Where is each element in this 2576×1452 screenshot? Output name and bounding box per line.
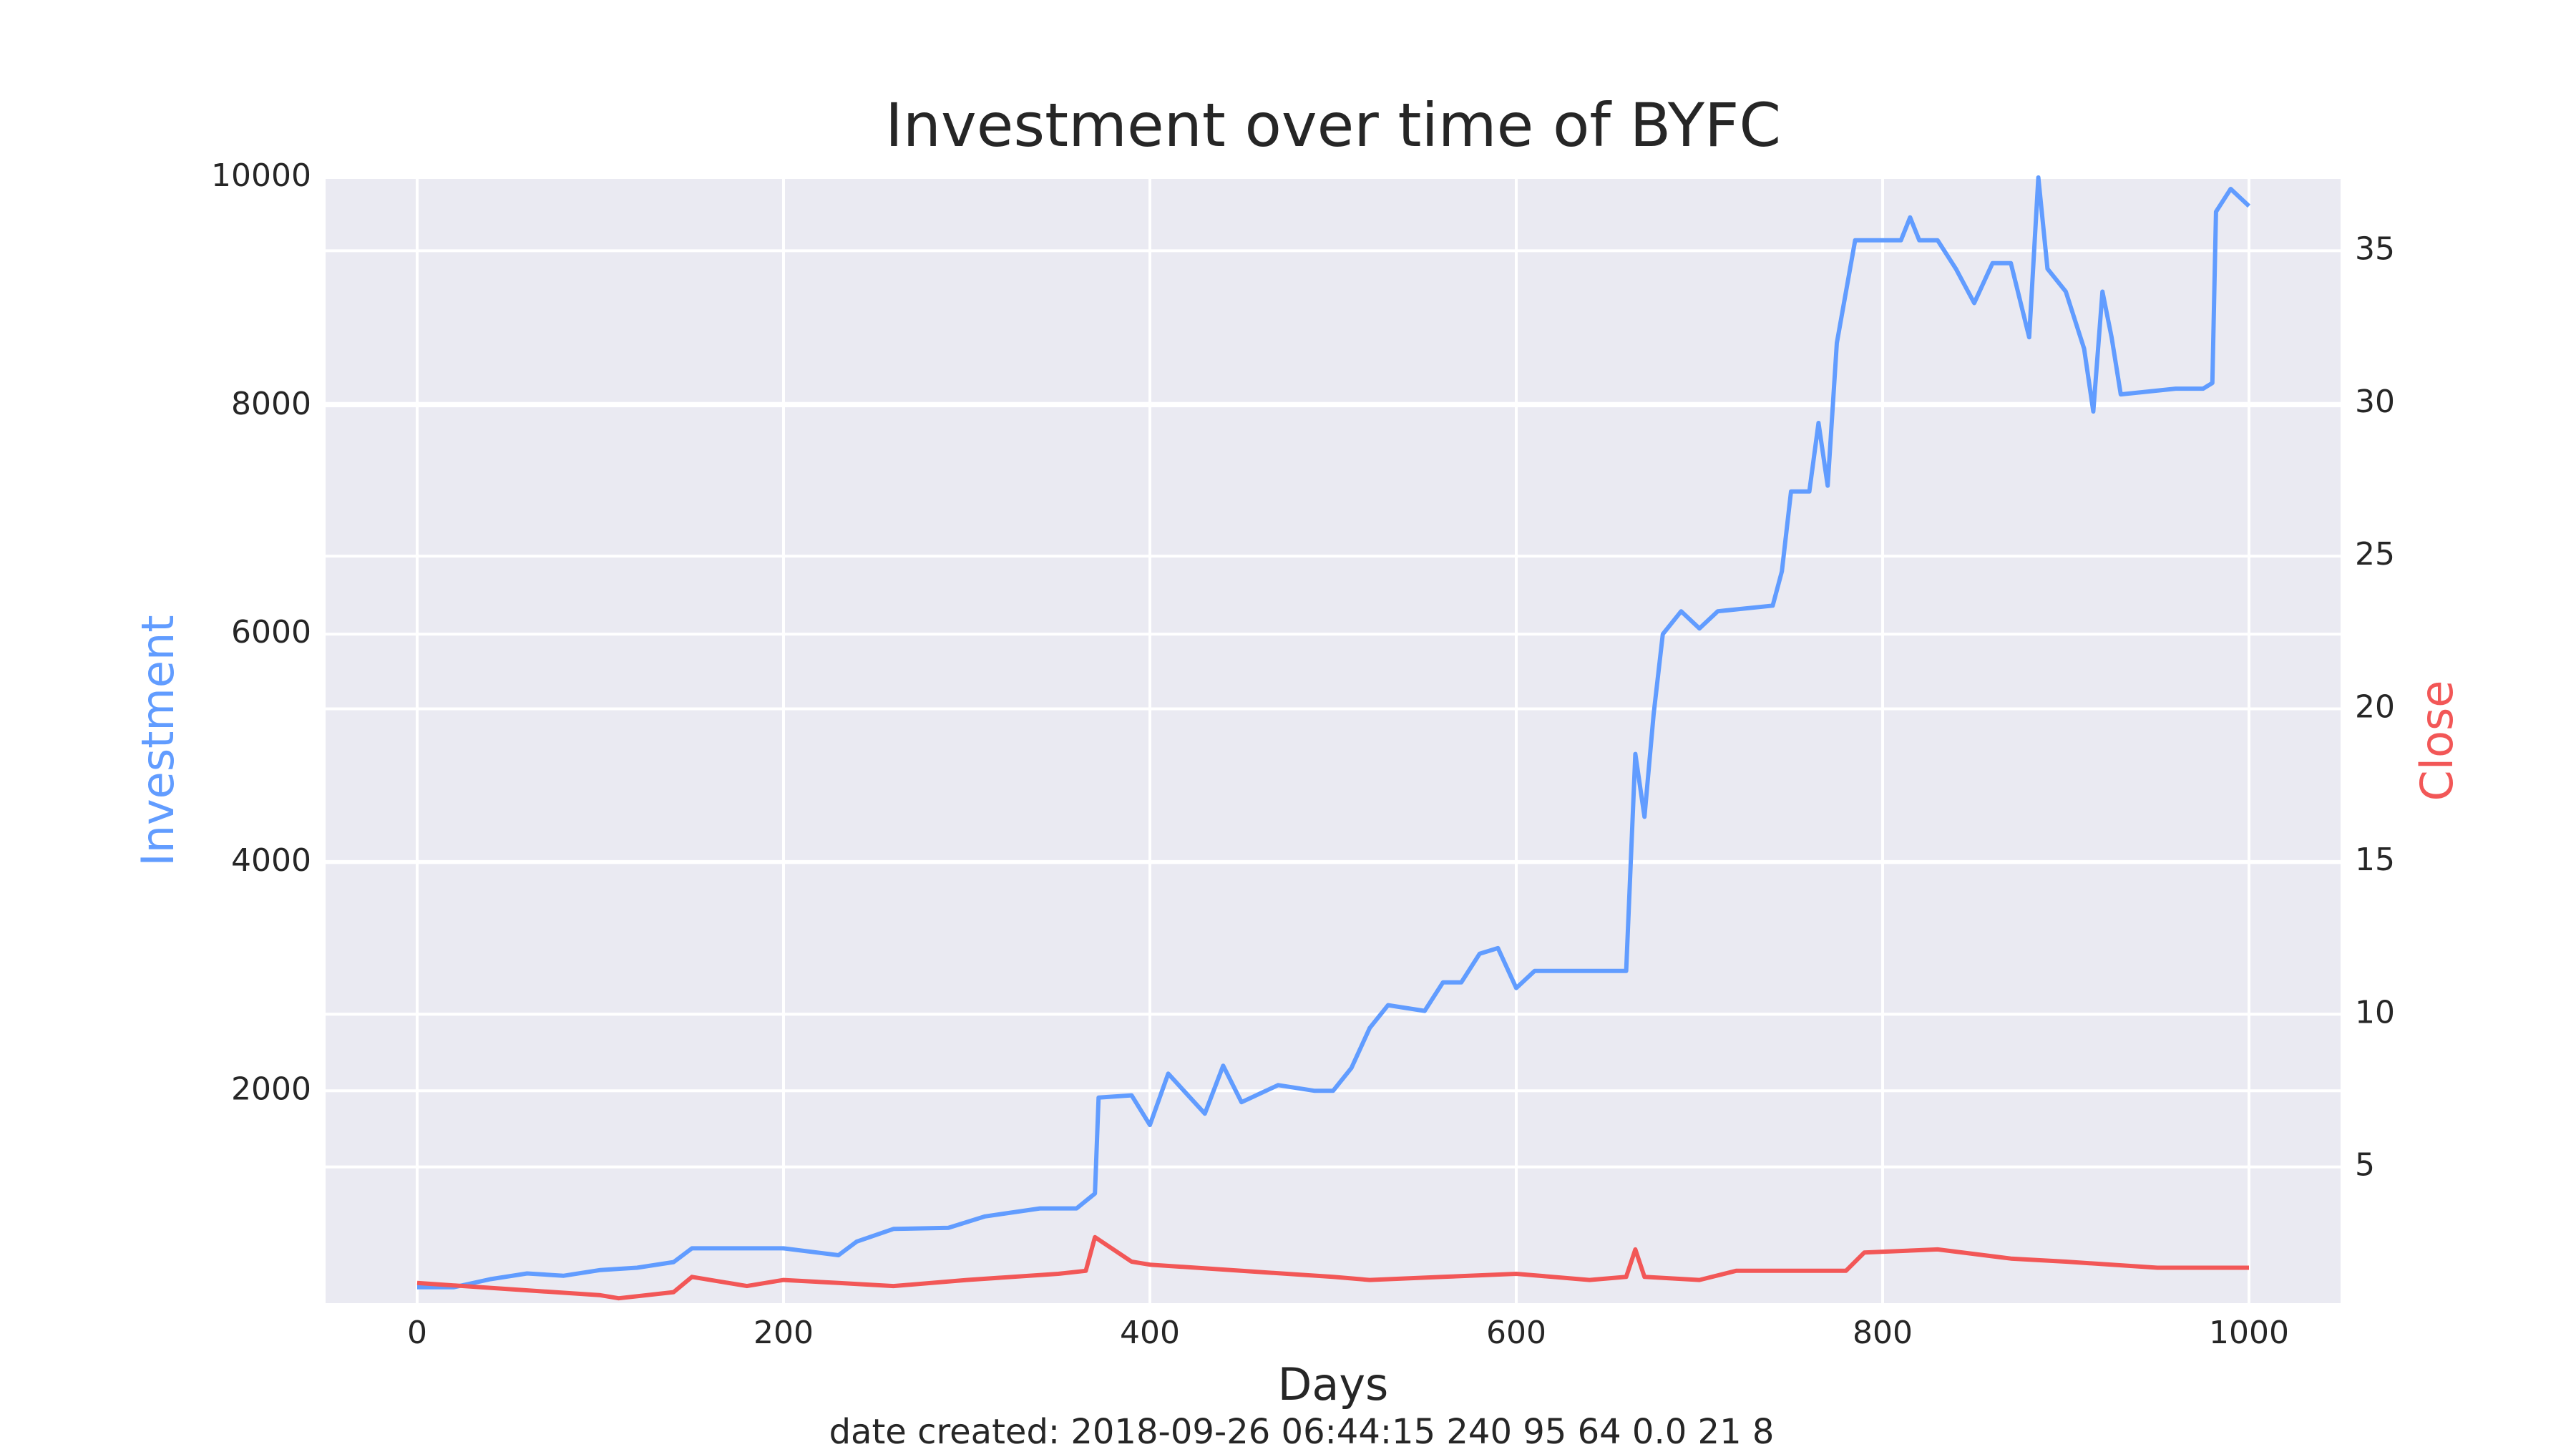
y2-tick-label: 5 bbox=[2355, 1147, 2375, 1184]
chart-title: Investment over time of BYFC bbox=[885, 90, 1781, 160]
x-tick-label: 600 bbox=[1486, 1315, 1546, 1351]
y2-tick-label: 10 bbox=[2355, 994, 2395, 1030]
grid bbox=[326, 176, 2341, 1303]
y-tick-label: 10000 bbox=[211, 157, 311, 194]
y2-axis-label: Close bbox=[2411, 681, 2463, 801]
x-tick-label: 200 bbox=[753, 1315, 814, 1351]
y2-tick-label: 25 bbox=[2355, 536, 2395, 572]
y-axis-label: Investment bbox=[132, 615, 184, 866]
x-tick-label: 400 bbox=[1120, 1315, 1180, 1351]
y2-tick-label: 30 bbox=[2355, 384, 2395, 420]
x-tick-label: 0 bbox=[407, 1315, 427, 1351]
x-tick-label: 800 bbox=[1853, 1315, 1913, 1351]
caption: date created: 2018-09-26 06:44:15 240 95… bbox=[829, 1412, 1775, 1449]
series-line bbox=[416, 1234, 2249, 1301]
lines bbox=[416, 175, 2251, 1301]
y2-tick-label: 20 bbox=[2355, 689, 2395, 726]
x-axis-label: Days bbox=[1278, 1358, 1389, 1410]
series-line bbox=[417, 175, 2251, 1290]
y2-tick-label: 15 bbox=[2355, 842, 2395, 878]
y-tick-label: 2000 bbox=[231, 1071, 311, 1107]
x-tick-label: 1000 bbox=[2209, 1315, 2289, 1351]
y2-tick-label: 35 bbox=[2355, 230, 2395, 267]
y-tick-label: 4000 bbox=[231, 842, 311, 879]
y-tick-label: 8000 bbox=[231, 386, 311, 422]
y-tick-label: 6000 bbox=[231, 614, 311, 651]
plot-area bbox=[326, 177, 2341, 1303]
